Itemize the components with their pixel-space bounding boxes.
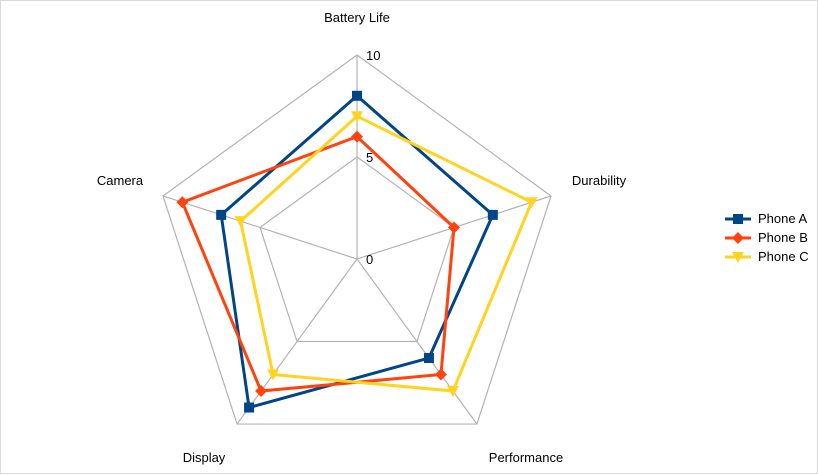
point-phone-c-battery-life[interactable] (351, 111, 363, 123)
axis-labels: Battery Life Durability Performance Disp… (97, 10, 627, 465)
axis-label-durability: Durability (572, 173, 627, 188)
legend-marker-phone-b (732, 232, 744, 244)
point-phone-b-durability[interactable] (448, 221, 461, 234)
series-line-phone-c (238, 114, 534, 393)
point-phone-b-performance[interactable] (434, 368, 447, 381)
point-phone-a-display[interactable] (244, 402, 255, 413)
series-phone-c (234, 111, 538, 398)
axis-label-battery-life: Battery Life (324, 10, 390, 25)
legend: Phone A Phone B Phone C (725, 211, 809, 264)
legend-item-phone-b[interactable]: Phone B (725, 230, 808, 245)
series-line-phone-b (180, 134, 456, 393)
point-phone-c-durability[interactable] (525, 197, 538, 209)
legend-label-phone-b: Phone B (758, 230, 808, 245)
tick-label-5: 5 (366, 150, 373, 165)
point-phone-c-display[interactable] (267, 369, 280, 381)
point-phone-b-camera[interactable] (176, 196, 189, 209)
series-phone-b (176, 130, 461, 398)
legend-marker-phone-c (732, 252, 744, 263)
legend-label-phone-a: Phone A (758, 211, 807, 226)
legend-label-phone-c: Phone C (758, 249, 809, 264)
point-phone-b-battery-life[interactable] (351, 130, 363, 143)
tick-label-10: 10 (366, 48, 380, 63)
spoke-display (236, 258, 358, 425)
point-phone-a-durability[interactable] (487, 209, 498, 220)
legend-marker-phone-a (733, 214, 743, 224)
legend-item-phone-c[interactable]: Phone C (725, 249, 809, 264)
point-phone-a-performance[interactable] (423, 353, 434, 364)
spoke-camera (162, 195, 358, 260)
axis-label-display: Display (183, 450, 226, 465)
legend-item-phone-a[interactable]: Phone A (725, 211, 807, 226)
point-phone-c-performance[interactable] (446, 386, 459, 398)
tick-labels: 0 5 10 (366, 48, 380, 267)
point-phone-c-camera[interactable] (234, 216, 247, 228)
point-phone-a-battery-life[interactable] (352, 90, 362, 101)
spoke-performance (356, 258, 478, 425)
point-phone-b-display[interactable] (255, 385, 268, 398)
grid-layer (162, 54, 552, 425)
series-layer (176, 90, 538, 413)
axis-label-performance: Performance (489, 450, 563, 465)
tick-label-0: 0 (366, 252, 373, 267)
axis-label-camera: Camera (97, 173, 144, 188)
grid-ring-5 (259, 156, 455, 343)
point-phone-a-camera[interactable] (216, 209, 227, 220)
grid-ring-10 (162, 54, 552, 425)
